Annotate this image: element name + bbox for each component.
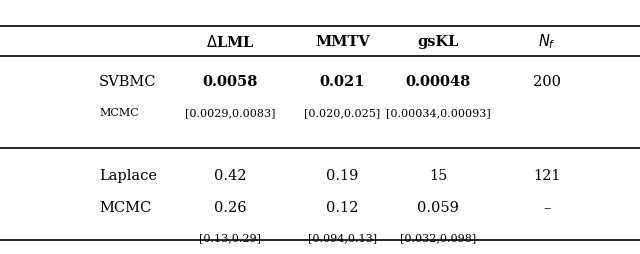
Text: $N_f$: $N_f$ — [538, 33, 556, 51]
Text: MMTV: MMTV — [315, 35, 370, 49]
Text: Laplace: Laplace — [99, 168, 157, 182]
Text: MCMC: MCMC — [99, 200, 152, 214]
Text: [0.020,0.025]: [0.020,0.025] — [304, 108, 381, 118]
Text: [0.13,0.29]: [0.13,0.29] — [200, 232, 261, 243]
Text: 0.26: 0.26 — [214, 200, 246, 214]
Text: 121: 121 — [534, 168, 561, 182]
Text: [0.00034,0.00093]: [0.00034,0.00093] — [386, 108, 491, 118]
Text: 0.00048: 0.00048 — [406, 74, 471, 88]
Text: 0.19: 0.19 — [326, 168, 358, 182]
Text: 200: 200 — [533, 74, 561, 88]
Text: 15: 15 — [429, 168, 447, 182]
Text: gsKL: gsKL — [418, 35, 459, 49]
Text: SVBMC: SVBMC — [99, 74, 157, 88]
Text: $\Delta$LML: $\Delta$LML — [206, 34, 255, 50]
Text: 0.42: 0.42 — [214, 168, 246, 182]
Text: 0.0058: 0.0058 — [203, 74, 258, 88]
Text: –: – — [543, 200, 551, 214]
Text: 0.12: 0.12 — [326, 200, 358, 214]
Text: 0.021: 0.021 — [319, 74, 365, 88]
Text: 0.059: 0.059 — [417, 200, 460, 214]
Text: [0.032,0.098]: [0.032,0.098] — [400, 232, 477, 243]
Text: [0.0029,0.0083]: [0.0029,0.0083] — [185, 108, 276, 118]
Text: [0.094,0.13]: [0.094,0.13] — [308, 232, 377, 243]
Text: MCMC: MCMC — [99, 108, 139, 118]
